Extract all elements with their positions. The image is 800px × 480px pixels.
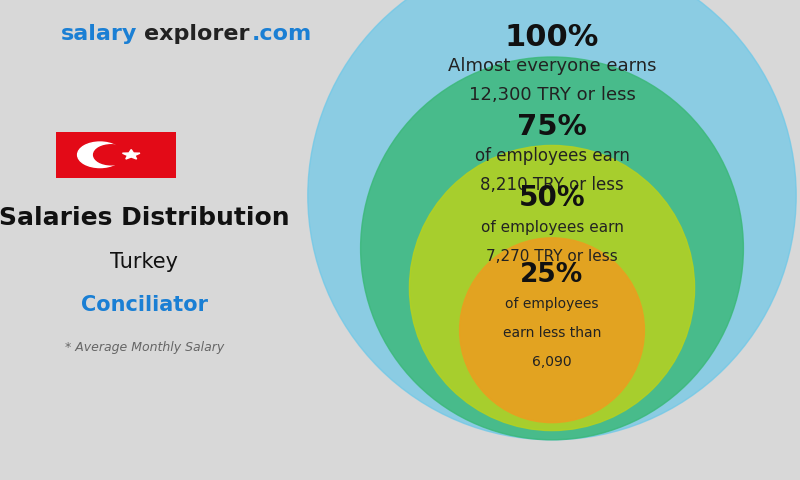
Text: salary: salary [61, 24, 137, 44]
Text: of employees earn: of employees earn [481, 220, 623, 235]
Text: 12,300 TRY or less: 12,300 TRY or less [469, 86, 635, 104]
Text: earn less than: earn less than [503, 326, 601, 340]
Text: explorer: explorer [145, 24, 250, 44]
Text: 7,270 TRY or less: 7,270 TRY or less [486, 249, 618, 264]
Text: 8,210 TRY or less: 8,210 TRY or less [480, 176, 624, 194]
Text: of employees earn: of employees earn [474, 147, 630, 165]
Text: Almost everyone earns: Almost everyone earns [448, 57, 656, 75]
Text: 75%: 75% [517, 113, 587, 141]
Circle shape [459, 238, 645, 422]
Text: of employees: of employees [506, 297, 598, 311]
Circle shape [94, 145, 129, 165]
Text: 100%: 100% [505, 23, 599, 52]
Text: 50%: 50% [518, 184, 586, 212]
Text: 6,090: 6,090 [532, 355, 572, 369]
Polygon shape [122, 150, 140, 159]
Text: 25%: 25% [520, 262, 584, 288]
Circle shape [361, 57, 743, 440]
Text: Turkey: Turkey [110, 252, 178, 272]
Circle shape [410, 145, 694, 431]
Circle shape [78, 142, 122, 168]
Text: Conciliator: Conciliator [81, 295, 208, 315]
Text: Salaries Distribution: Salaries Distribution [0, 206, 290, 230]
Circle shape [308, 0, 796, 440]
Text: * Average Monthly Salary: * Average Monthly Salary [65, 341, 224, 355]
Text: .com: .com [252, 24, 312, 44]
